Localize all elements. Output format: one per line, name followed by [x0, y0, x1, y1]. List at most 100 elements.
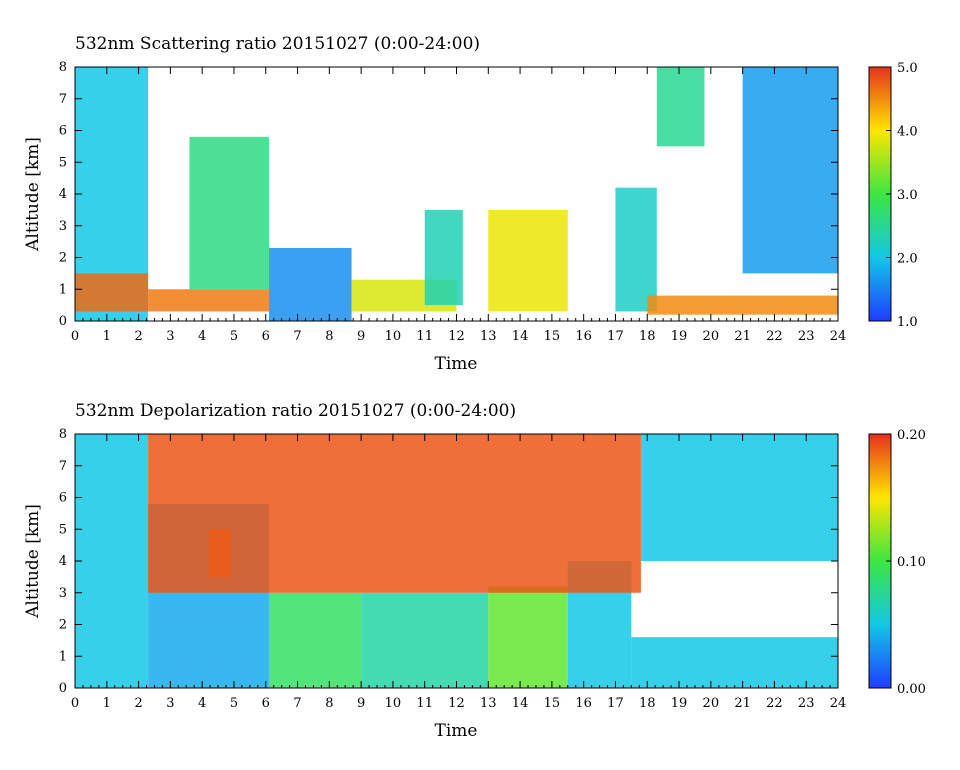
data-region	[361, 592, 489, 688]
scattering-x-axis: 0 1 2 3 4 5 6 7 8 9 10 11 12 13 14 15 16 17 18 19 20 21 22 23 24	[71, 67, 846, 344]
x-tick-label: 1	[103, 329, 111, 344]
data-region	[268, 592, 362, 688]
y-tick-label: 8	[59, 60, 67, 75]
scattering-y-label: Altitude [km]	[23, 137, 43, 252]
depolarization-x-axis: 0 1 2 3 4 5 6 7 8 9 10 11 12 13 14 15 16 17 18 19 20 21 22 23 24	[71, 434, 846, 711]
data-region	[742, 67, 838, 274]
data-region	[656, 67, 705, 147]
data-region	[148, 434, 641, 593]
y-tick-label: 6	[59, 124, 67, 139]
x-tick-label: 9	[357, 696, 365, 711]
y-tick-label: 2	[59, 251, 67, 266]
x-tick-label: 11	[416, 696, 433, 711]
x-tick-label: 16	[575, 329, 592, 344]
data-region	[631, 637, 838, 688]
x-tick-label: 0	[71, 329, 79, 344]
y-tick-label: 0	[59, 314, 67, 329]
x-tick-label: 22	[766, 329, 783, 344]
x-tick-label: 23	[798, 696, 815, 711]
y-tick-label: 7	[59, 459, 67, 474]
x-tick-label: 21	[734, 696, 751, 711]
x-tick-label: 14	[512, 696, 529, 711]
x-tick-label: 7	[293, 696, 301, 711]
x-tick-label: 2	[134, 696, 142, 711]
x-tick-label: 13	[480, 696, 497, 711]
x-tick-label: 6	[262, 696, 270, 711]
x-tick-label: 9	[357, 329, 365, 344]
depolarization-colorbar-ticks: 0.00 0.10 0.20	[886, 428, 926, 697]
data-region	[488, 586, 568, 688]
depolarization-y-label: Altitude [km]	[23, 504, 43, 619]
data-region	[424, 209, 463, 306]
y-tick-label: 1	[59, 649, 67, 664]
y-tick-label: 5	[59, 155, 67, 170]
x-tick-label: 10	[385, 329, 402, 344]
x-tick-label: 19	[671, 696, 688, 711]
y-tick-label: 1	[59, 282, 67, 297]
data-region	[75, 273, 149, 312]
x-tick-label: 5	[230, 696, 238, 711]
colorbar-tick-label: 0.10	[897, 555, 926, 570]
depolarization-x-label: Time	[435, 721, 478, 741]
depolarization-title: 532nm Depolarization ratio 20151027 (0:0…	[75, 401, 516, 421]
x-tick-label: 12	[448, 696, 465, 711]
y-tick-label: 3	[59, 586, 67, 601]
x-tick-label: 8	[325, 329, 333, 344]
x-tick-label: 12	[448, 329, 465, 344]
x-tick-label: 3	[166, 329, 174, 344]
data-region	[488, 209, 568, 312]
x-tick-label: 1	[103, 696, 111, 711]
x-tick-label: 22	[766, 696, 783, 711]
scattering-x-label: Time	[435, 354, 478, 374]
y-tick-label: 6	[59, 491, 67, 506]
y-tick-label: 3	[59, 219, 67, 234]
x-tick-label: 4	[198, 696, 206, 711]
x-tick-label: 20	[703, 696, 720, 711]
x-tick-label: 15	[544, 696, 561, 711]
colorbar-tick-label: 0.00	[897, 682, 926, 697]
colorbar-tick-label: 0.20	[897, 428, 926, 443]
colorbar-tick-label: 4.0	[897, 125, 918, 140]
x-tick-label: 4	[198, 329, 206, 344]
x-tick-label: 15	[544, 329, 561, 344]
scattering-ratio-panel: 532nm Scattering ratio 20151027 (0:00-24…	[23, 34, 918, 374]
depolarization-plot-area	[75, 434, 838, 688]
x-tick-label: 18	[639, 329, 656, 344]
scattering-plot-area	[75, 67, 838, 321]
colorbar-tick-label: 3.0	[897, 188, 918, 203]
data-region	[647, 295, 838, 315]
y-tick-label: 7	[59, 92, 67, 107]
x-tick-label: 2	[134, 329, 142, 344]
x-tick-label: 17	[607, 329, 624, 344]
data-region	[189, 136, 269, 290]
x-tick-label: 6	[262, 329, 270, 344]
depolarization-y-axis: 0 1 2 3 4 5 6 7 8	[59, 427, 838, 696]
y-tick-label: 4	[59, 187, 67, 202]
x-tick-label: 18	[639, 696, 656, 711]
data-region	[640, 434, 838, 561]
x-tick-label: 17	[607, 696, 624, 711]
colorbar-tick-label: 2.0	[897, 252, 918, 267]
x-tick-label: 11	[416, 329, 433, 344]
x-tick-label: 7	[293, 329, 301, 344]
x-tick-label: 16	[575, 696, 592, 711]
colorbar-tick-label: 1.0	[897, 315, 918, 330]
y-tick-label: 4	[59, 554, 67, 569]
x-tick-label: 14	[512, 329, 529, 344]
data-region	[75, 434, 149, 688]
x-tick-label: 23	[798, 329, 815, 344]
x-tick-label: 5	[230, 329, 238, 344]
y-tick-label: 5	[59, 522, 67, 537]
y-tick-label: 8	[59, 427, 67, 442]
y-tick-label: 2	[59, 618, 67, 633]
scattering-y-axis: 0 1 2 3 4 5 6 7 8	[59, 60, 838, 329]
data-region	[148, 289, 269, 312]
colorbar-tick-label: 5.0	[897, 61, 918, 76]
x-tick-label: 3	[166, 696, 174, 711]
y-tick-label: 0	[59, 681, 67, 696]
x-tick-label: 10	[385, 696, 402, 711]
data-region	[268, 247, 352, 321]
x-tick-label: 20	[703, 329, 720, 344]
depolarization-ratio-panel: 532nm Depolarization ratio 20151027 (0:0…	[23, 401, 926, 741]
scattering-title: 532nm Scattering ratio 20151027 (0:00-24…	[75, 34, 480, 54]
